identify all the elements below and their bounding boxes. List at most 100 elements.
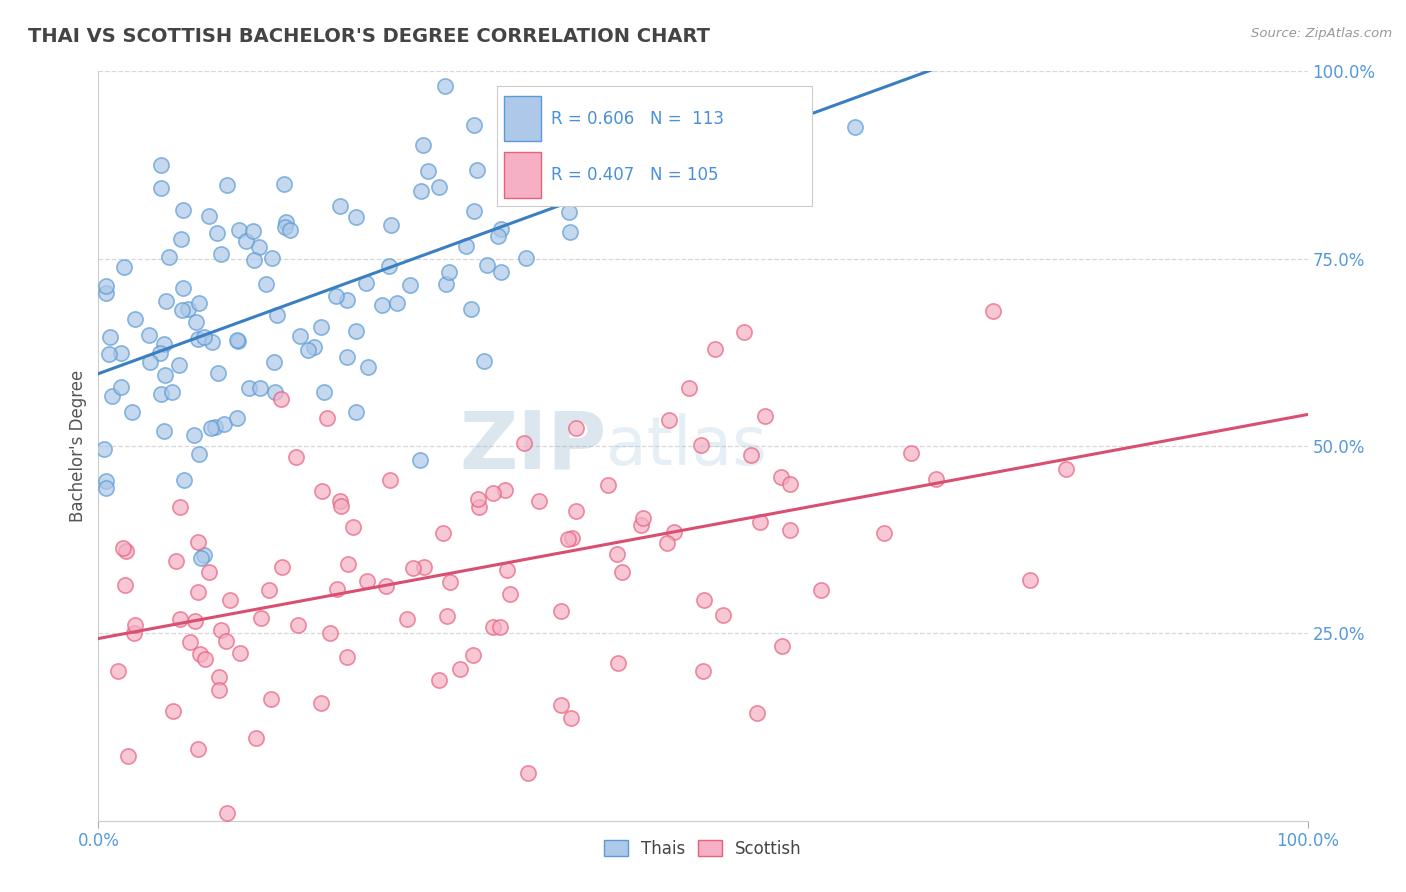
Point [309, 696, 332, 710]
Point [284, 450, 307, 465]
Point [247, 240, 270, 254]
Point [114, 578, 136, 592]
Point [212, 417, 235, 431]
Point [172, 302, 194, 317]
Point [319, 626, 342, 640]
Point [329, 493, 352, 508]
Text: ZIP: ZIP [458, 407, 606, 485]
Point [110, 380, 132, 394]
Y-axis label: Bachelor's Degree: Bachelor's Degree [69, 370, 87, 522]
Point [187, 584, 209, 599]
Point [482, 620, 505, 634]
Point [205, 226, 228, 240]
Point [678, 381, 700, 395]
Point [375, 579, 398, 593]
Point [242, 224, 264, 238]
Point [463, 203, 485, 218]
Point [534, 139, 557, 153]
Point [260, 692, 283, 706]
Point [630, 518, 652, 533]
Point [266, 309, 288, 323]
Point [160, 385, 183, 400]
Point [472, 353, 495, 368]
Point [225, 411, 247, 425]
Point [344, 325, 367, 339]
Point [117, 748, 139, 763]
Point [336, 293, 359, 307]
Point [711, 607, 734, 622]
Point [329, 500, 352, 514]
Point [461, 648, 484, 663]
Point [460, 302, 482, 317]
Point [149, 386, 172, 401]
Point [745, 93, 768, 107]
Point [550, 604, 572, 618]
Point [204, 419, 226, 434]
Point [488, 229, 510, 244]
Point [121, 405, 143, 419]
Point [249, 381, 271, 395]
Point [657, 413, 679, 427]
Point [568, 150, 591, 164]
Point [336, 558, 359, 572]
Point [557, 204, 579, 219]
Point [769, 470, 792, 484]
Point [190, 551, 212, 566]
Text: atlas: atlas [606, 413, 768, 479]
Point [193, 330, 215, 344]
Point [439, 575, 461, 590]
Point [380, 218, 402, 232]
Point [468, 500, 491, 514]
Point [513, 435, 536, 450]
Point [527, 494, 550, 508]
Point [515, 251, 537, 265]
Point [740, 448, 762, 462]
Point [194, 652, 217, 666]
Point [226, 334, 249, 349]
Point [288, 329, 311, 343]
Point [354, 276, 377, 290]
Point [565, 504, 588, 518]
Point [172, 203, 194, 218]
Point [418, 164, 440, 178]
Point [983, 304, 1005, 318]
Point [187, 447, 209, 461]
Text: THAI VS SCOTTISH BACHELOR'S DEGREE CORRELATION CHART: THAI VS SCOTTISH BACHELOR'S DEGREE CORRE… [28, 27, 710, 45]
Point [200, 421, 222, 435]
Point [257, 582, 280, 597]
Point [217, 178, 239, 192]
Point [155, 294, 177, 309]
Point [558, 225, 581, 239]
Point [1018, 573, 1040, 587]
Point [378, 474, 401, 488]
Point [565, 421, 588, 435]
Point [810, 583, 832, 598]
Point [610, 566, 633, 580]
Point [150, 158, 173, 172]
Point [342, 519, 364, 533]
Point [187, 534, 209, 549]
Point [413, 559, 436, 574]
Point [264, 385, 287, 400]
Point [157, 251, 180, 265]
Point [517, 766, 540, 780]
Point [489, 620, 512, 634]
Point [228, 646, 250, 660]
Point [153, 368, 176, 383]
Point [93, 442, 115, 457]
Point [336, 350, 359, 364]
Point [309, 319, 332, 334]
Point [170, 232, 193, 246]
Point [107, 665, 129, 679]
Point [664, 524, 686, 539]
Point [434, 277, 457, 291]
Point [925, 472, 948, 486]
Point [114, 544, 136, 558]
Point [139, 355, 162, 369]
Point [733, 325, 755, 339]
Point [197, 210, 219, 224]
Point [201, 335, 224, 350]
Point [187, 332, 209, 346]
Point [494, 483, 516, 497]
Point [184, 614, 207, 628]
